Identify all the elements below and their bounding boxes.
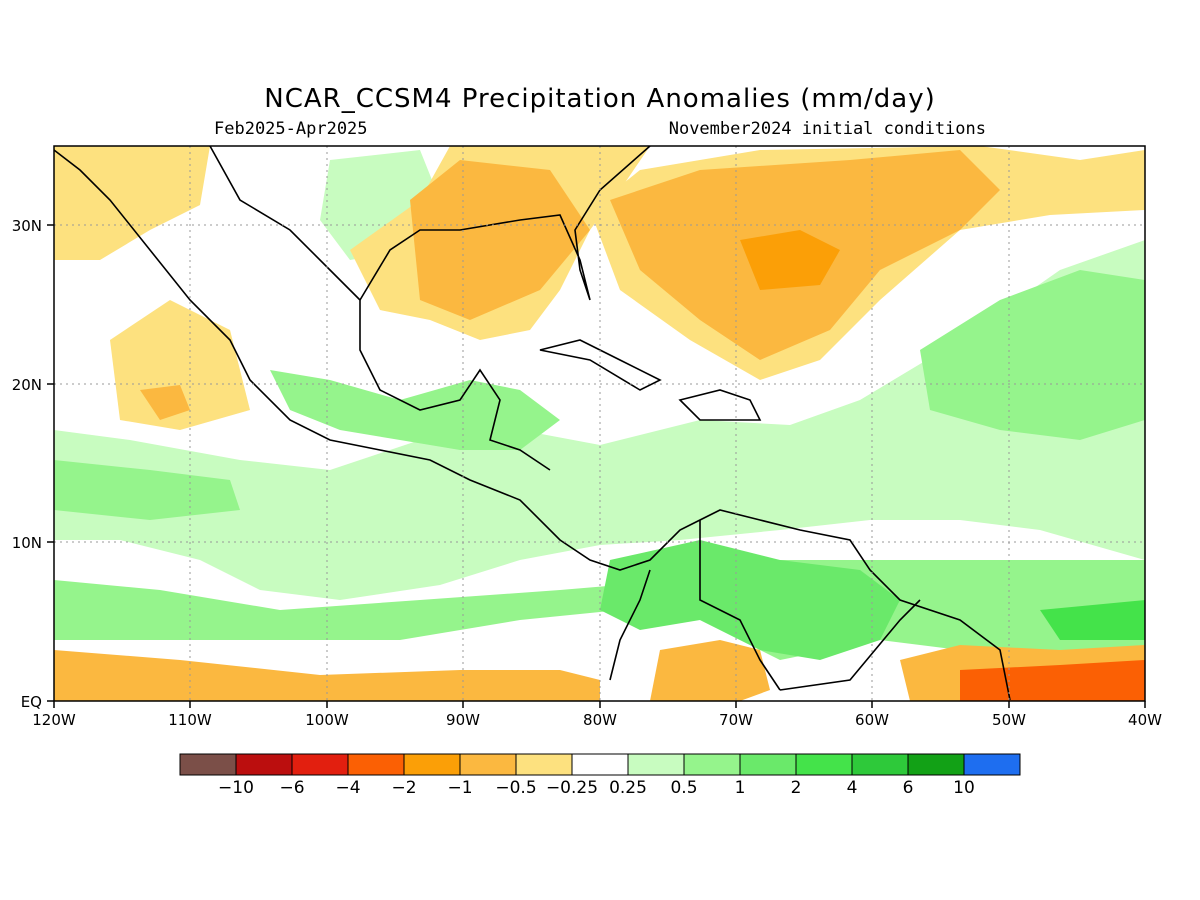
colorbar-label: −6 bbox=[279, 778, 304, 798]
colorbar-label: −2 bbox=[391, 778, 416, 798]
x-tick-label: 50W bbox=[992, 711, 1026, 729]
y-tick-label: 20N bbox=[12, 376, 42, 394]
atlantic-bright-green bbox=[1040, 600, 1145, 640]
y-tick-labels: EQ 10N 20N 30N bbox=[12, 217, 42, 711]
y-tick-label: EQ bbox=[21, 693, 42, 711]
colorbar-label: 2 bbox=[791, 778, 802, 798]
x-tick-label: 80W bbox=[583, 711, 617, 729]
map-title: NCAR_CCSM4 Precipitation Anomalies (mm/d… bbox=[264, 84, 936, 114]
colombia-dry bbox=[650, 640, 770, 701]
colorbar-label: −4 bbox=[335, 778, 360, 798]
colorbar-swatch bbox=[179, 753, 237, 776]
colorbar-label: −0.25 bbox=[546, 778, 598, 798]
colorbar-label: 6 bbox=[903, 778, 914, 798]
x-tick-label: 40W bbox=[1128, 711, 1162, 729]
central-america-green bbox=[270, 370, 560, 450]
colorbar-swatch bbox=[907, 753, 965, 776]
pacific-green bbox=[54, 460, 240, 520]
colorbar-swatch bbox=[851, 753, 909, 776]
colorbar-label: −0.5 bbox=[495, 778, 536, 798]
colorbar-label: 4 bbox=[847, 778, 858, 798]
colorbar-label: 10 bbox=[953, 778, 975, 798]
colorbar-swatch bbox=[739, 753, 797, 776]
colorbar-swatch bbox=[235, 753, 293, 776]
x-tick-labels: 120W 110W 100W 90W 80W 70W 60W 50W 40W bbox=[32, 711, 1162, 729]
axis-ticks bbox=[47, 224, 1146, 708]
x-tick-label: 70W bbox=[719, 711, 753, 729]
light-green-band bbox=[54, 240, 1145, 600]
pacific-dry-core bbox=[140, 385, 190, 420]
colorbar-swatch bbox=[963, 753, 1021, 776]
colorbar-swatch bbox=[291, 753, 349, 776]
x-tick-label: 110W bbox=[168, 711, 212, 729]
atlantic-dry-peak bbox=[740, 230, 840, 290]
forecast-period: Feb2025-Apr2025 bbox=[214, 119, 368, 139]
y-tick-label: 30N bbox=[12, 217, 42, 235]
colorbar-swatch bbox=[571, 753, 629, 776]
gridlines bbox=[54, 146, 1145, 701]
colorbar-swatch bbox=[795, 753, 853, 776]
colorbar-swatch bbox=[515, 753, 573, 776]
x-tick-label: 100W bbox=[305, 711, 349, 729]
colorbar-label: 0.5 bbox=[670, 778, 697, 798]
northwest-dry bbox=[54, 146, 210, 260]
colorbar-label: −10 bbox=[218, 778, 254, 798]
colorbar-swatch bbox=[459, 753, 517, 776]
brazil-dry-peak bbox=[960, 660, 1145, 701]
x-tick-label: 90W bbox=[446, 711, 480, 729]
atlantic-green bbox=[920, 270, 1145, 440]
colorbar-swatch bbox=[683, 753, 741, 776]
colorbar-swatch bbox=[403, 753, 461, 776]
colorbar-label: 1 bbox=[735, 778, 746, 798]
colorbar-label: −1 bbox=[447, 778, 472, 798]
x-tick-label: 120W bbox=[32, 711, 76, 729]
south-america-green bbox=[600, 540, 900, 660]
coastlines bbox=[54, 146, 1011, 701]
y-tick-label: 10N bbox=[12, 534, 42, 552]
colorbar-swatch bbox=[347, 753, 405, 776]
colorbar-swatch bbox=[627, 753, 685, 776]
colorbar: −10 −6 −4 −2 −1 −0.5 −0.25 0.25 0.5 1 2 4 6 10 bbox=[179, 753, 1021, 798]
gulf-dry-core bbox=[410, 160, 590, 320]
colorbar-label: 0.25 bbox=[609, 778, 647, 798]
initial-conditions: November2024 initial conditions bbox=[668, 119, 986, 139]
x-tick-label: 60W bbox=[855, 711, 889, 729]
